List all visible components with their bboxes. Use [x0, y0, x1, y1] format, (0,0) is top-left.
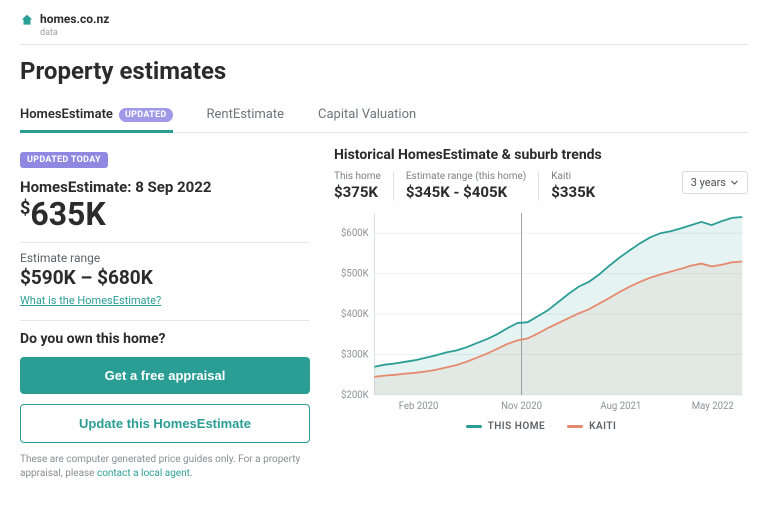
- legend-kaiti: KAITI: [567, 421, 616, 432]
- stat-kaiti: Kaiti $335K: [539, 171, 607, 201]
- disclaimer: These are computer generated price guide…: [20, 453, 310, 481]
- page-title: Property estimates: [20, 57, 748, 85]
- svg-text:$600K: $600K: [341, 228, 369, 239]
- svg-text:May 2022: May 2022: [692, 401, 735, 412]
- updated-pill: UPDATED TODAY: [20, 152, 108, 168]
- estimate-value: $635K: [20, 198, 310, 230]
- tab-homesestimate[interactable]: HomesEstimate UPDATED: [20, 107, 173, 132]
- brand-logo: homes.co.nz: [20, 12, 748, 26]
- chart-legend: THIS HOME KAITI: [334, 421, 748, 432]
- chevron-down-icon: [730, 178, 739, 187]
- tab-badge: UPDATED: [119, 108, 173, 122]
- legend-this-home: THIS HOME: [466, 421, 546, 432]
- tab-rentestimate[interactable]: RentEstimate: [207, 107, 284, 132]
- contact-agent-link[interactable]: contact a local agent: [97, 468, 190, 479]
- get-appraisal-button[interactable]: Get a free appraisal: [20, 357, 310, 394]
- stat-this-home: This home $375K: [334, 171, 394, 201]
- brand-sub: data: [40, 28, 748, 38]
- svg-text:Feb 2020: Feb 2020: [399, 401, 439, 412]
- svg-text:Aug 2021: Aug 2021: [600, 401, 641, 412]
- estimate-panel: UPDATED TODAY HomesEstimate: 8 Sep 2022 …: [20, 147, 310, 481]
- range-label: Estimate range: [20, 251, 310, 265]
- chart-title: Historical HomesEstimate & suburb trends: [334, 147, 748, 163]
- tab-capitalvaluation[interactable]: Capital Valuation: [318, 107, 416, 132]
- tabs: HomesEstimate UPDATED RentEstimate Capit…: [20, 107, 748, 133]
- tab-label: Capital Valuation: [318, 107, 416, 122]
- chart-panel: Historical HomesEstimate & suburb trends…: [334, 147, 748, 481]
- trend-chart: $600K $500K $400K $300K $200K Feb 2020 Nov 202…: [334, 207, 748, 417]
- stat-range: Estimate range (this home) $345K - $405K: [394, 171, 539, 201]
- svg-text:$400K: $400K: [341, 309, 369, 320]
- chart-stats: This home $375K Estimate range (this hom…: [334, 171, 748, 201]
- estimate-title: HomesEstimate: 8 Sep 2022: [20, 178, 310, 196]
- house-icon: [20, 12, 34, 26]
- svg-text:$300K: $300K: [341, 349, 369, 360]
- tab-label: RentEstimate: [207, 107, 284, 122]
- own-title: Do you own this home?: [20, 331, 310, 347]
- tab-label: HomesEstimate: [20, 107, 113, 122]
- range-value: $590K – $680K: [20, 266, 310, 289]
- brand-name: homes.co.nz: [40, 12, 109, 26]
- svg-text:$500K: $500K: [341, 269, 369, 280]
- svg-text:Nov 2020: Nov 2020: [501, 401, 542, 412]
- what-is-link[interactable]: What is the HomesEstimate?: [20, 294, 161, 307]
- range-selector[interactable]: 3 years: [682, 171, 748, 194]
- svg-text:$200K: $200K: [341, 390, 369, 401]
- update-estimate-button[interactable]: Update this HomesEstimate: [20, 404, 310, 443]
